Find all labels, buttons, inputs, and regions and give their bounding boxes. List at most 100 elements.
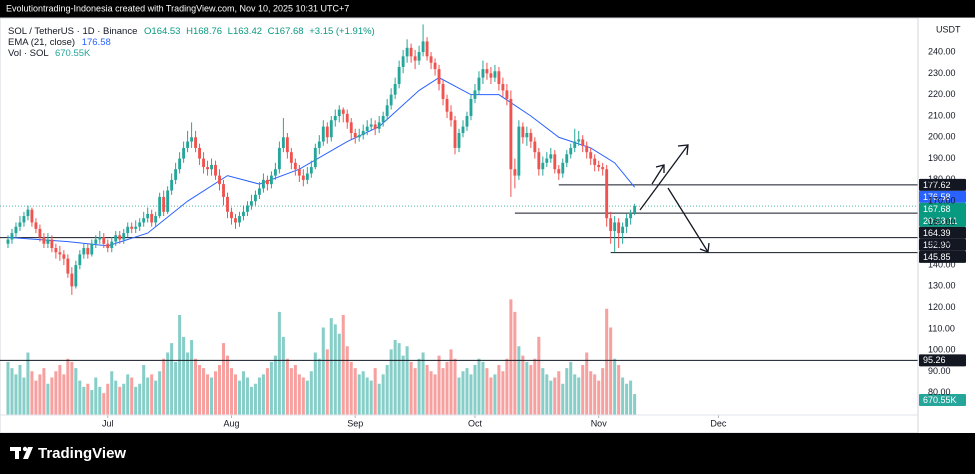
volume-bar <box>449 349 453 415</box>
volume-bar <box>549 380 553 415</box>
candle-body <box>429 56 433 63</box>
legend-symbol: SOL / TetherUS · 1D · Binance O164.53 H1… <box>8 26 375 37</box>
candle-body <box>242 211 245 217</box>
candle-body <box>349 122 353 134</box>
price-box-label: 176.58 <box>923 192 951 202</box>
volume-bar <box>257 377 261 415</box>
volume-bar <box>525 361 529 415</box>
candle-body <box>513 169 517 176</box>
candle-body <box>509 98 513 170</box>
ema-value: 176.58 <box>82 37 111 48</box>
volume-bar <box>281 336 285 415</box>
price-box-label: 167.68 <box>923 204 951 214</box>
price-box <box>919 226 966 239</box>
price-box <box>919 250 966 263</box>
x-tick-label: Oct <box>468 418 483 428</box>
volume-bar <box>102 393 106 415</box>
candle-body <box>82 248 86 255</box>
candle-body <box>505 90 509 99</box>
y-tick-label: 170.00 <box>928 196 956 206</box>
candle-body <box>34 222 38 229</box>
candle-body <box>329 120 333 138</box>
candle-body <box>58 252 62 255</box>
volume-bar <box>305 380 309 415</box>
volume-bar <box>417 358 421 415</box>
price-boxes: 177.62 176.58 167.68 20:28:11 164.39 152.90 14… <box>919 178 966 407</box>
volume-bar <box>289 368 293 415</box>
candle-body <box>309 167 313 174</box>
volume-bar <box>353 368 357 415</box>
volume-bar <box>126 374 130 415</box>
legend-ema: EMA (21, close) 176.58 <box>8 37 111 48</box>
candle-body <box>146 213 150 219</box>
candle-body <box>114 235 118 242</box>
candle-body <box>461 126 465 134</box>
volume-box-label: 670.55K <box>923 395 957 405</box>
volume-bar <box>106 383 110 415</box>
volume-bar <box>569 361 573 415</box>
volume-box <box>919 394 966 407</box>
volume-bar <box>393 340 397 415</box>
volume-bar <box>517 346 521 415</box>
candle-body <box>42 237 46 244</box>
volume-bar <box>269 361 273 415</box>
candle-body <box>162 196 166 212</box>
candle-body <box>481 69 485 78</box>
candle-body <box>246 205 249 212</box>
arrows <box>639 144 710 253</box>
candle-body <box>545 158 549 163</box>
volume-bar <box>225 355 230 415</box>
footer-bar <box>0 433 975 474</box>
footer-brand: TradingView <box>38 445 126 462</box>
volume-bar <box>150 374 154 415</box>
candle-body <box>317 141 321 148</box>
volume-bar <box>70 361 74 415</box>
volume-bar <box>437 355 441 415</box>
candle-body <box>377 122 381 129</box>
candle-body <box>106 243 110 249</box>
price-box-label: 95.26 <box>923 355 946 365</box>
logo-part <box>15 447 19 459</box>
volume-bar <box>210 377 214 415</box>
candle-body <box>150 213 154 223</box>
candle-body <box>477 77 481 91</box>
logo-icon <box>10 446 33 459</box>
volume-bar <box>273 355 277 415</box>
volume-bar <box>301 377 305 415</box>
volume-bar <box>50 377 54 415</box>
volume-bar <box>229 368 234 415</box>
volume-bar <box>497 365 501 415</box>
volume-bar <box>433 374 437 415</box>
candle-body <box>230 211 233 219</box>
candle-body <box>142 218 146 223</box>
volume-bar <box>241 371 245 415</box>
volume-bar <box>405 346 409 415</box>
volume-bar <box>54 371 58 415</box>
ohlc-high: H168.76 <box>186 26 222 37</box>
y-tick-label: 80.00 <box>928 387 951 397</box>
candle-body <box>313 147 317 168</box>
ema-name: EMA (21, close) <box>8 37 75 48</box>
candle-body <box>397 66 401 85</box>
y-tick-label: 110.00 <box>928 323 955 333</box>
volume-bar <box>122 383 126 415</box>
ohlc-low: L163.42 <box>228 26 262 37</box>
candle-body <box>18 222 22 227</box>
volume-bar <box>621 377 625 415</box>
candle-body <box>557 169 561 174</box>
volume-bar <box>521 355 525 415</box>
volume-bar <box>625 383 629 415</box>
x-tick-label: Nov <box>591 418 608 428</box>
candle-body <box>202 158 205 168</box>
volume-bar <box>194 358 198 415</box>
candle-body <box>361 130 365 136</box>
candle-body <box>289 152 293 163</box>
candle-body <box>437 69 441 85</box>
candle-body <box>281 137 285 148</box>
volume-bar <box>138 383 142 415</box>
arrow-up-short <box>651 164 665 185</box>
volume-bar <box>245 377 249 415</box>
volume-bar <box>325 349 329 415</box>
volume-bar <box>345 346 349 415</box>
